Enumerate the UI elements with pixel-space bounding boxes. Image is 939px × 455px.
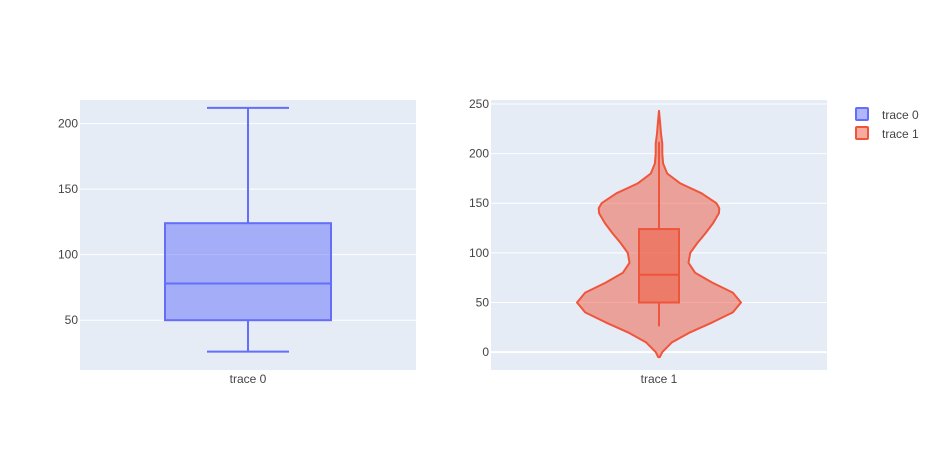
y-tick-label: 200: [58, 117, 78, 131]
y-tick-label: 50: [65, 313, 79, 327]
violin-marks: [576, 109, 742, 359]
legend: trace 0 trace 1: [855, 107, 919, 141]
violin-y-tick-labels: 0 50 100 150 200 250: [469, 97, 489, 359]
y-tick-label: 150: [58, 182, 78, 196]
y-tick-label: 200: [469, 147, 489, 161]
violin-subplot: 0 50 100 150 200 250 trace 1: [469, 97, 827, 386]
box-marks: [164, 106, 332, 353]
legend-item-trace-0[interactable]: trace 0: [855, 107, 919, 122]
y-tick-label: 100: [58, 248, 78, 262]
violin-x-tick-label: trace 1: [641, 372, 678, 386]
box-x-tick-label: trace 0: [230, 372, 267, 386]
y-tick-label: 0: [482, 345, 489, 359]
legend-label-trace-1: trace 1: [882, 127, 919, 141]
legend-item-trace-1[interactable]: trace 1: [855, 126, 919, 141]
y-tick-label: 150: [469, 196, 489, 210]
box-iqr: [164, 222, 332, 322]
legend-swatch-trace-1: [855, 126, 869, 140]
inner-box-iqr: [638, 228, 680, 304]
legend-swatch-trace-0: [855, 107, 869, 121]
y-tick-label: 50: [476, 296, 490, 310]
legend-label-trace-0: trace 0: [882, 108, 919, 122]
y-tick-label: 100: [469, 246, 489, 260]
box-subplot: 50 100 150 200 trace 0: [58, 100, 416, 386]
y-tick-label: 250: [469, 97, 489, 111]
box-y-tick-labels: 50 100 150 200: [58, 117, 78, 328]
